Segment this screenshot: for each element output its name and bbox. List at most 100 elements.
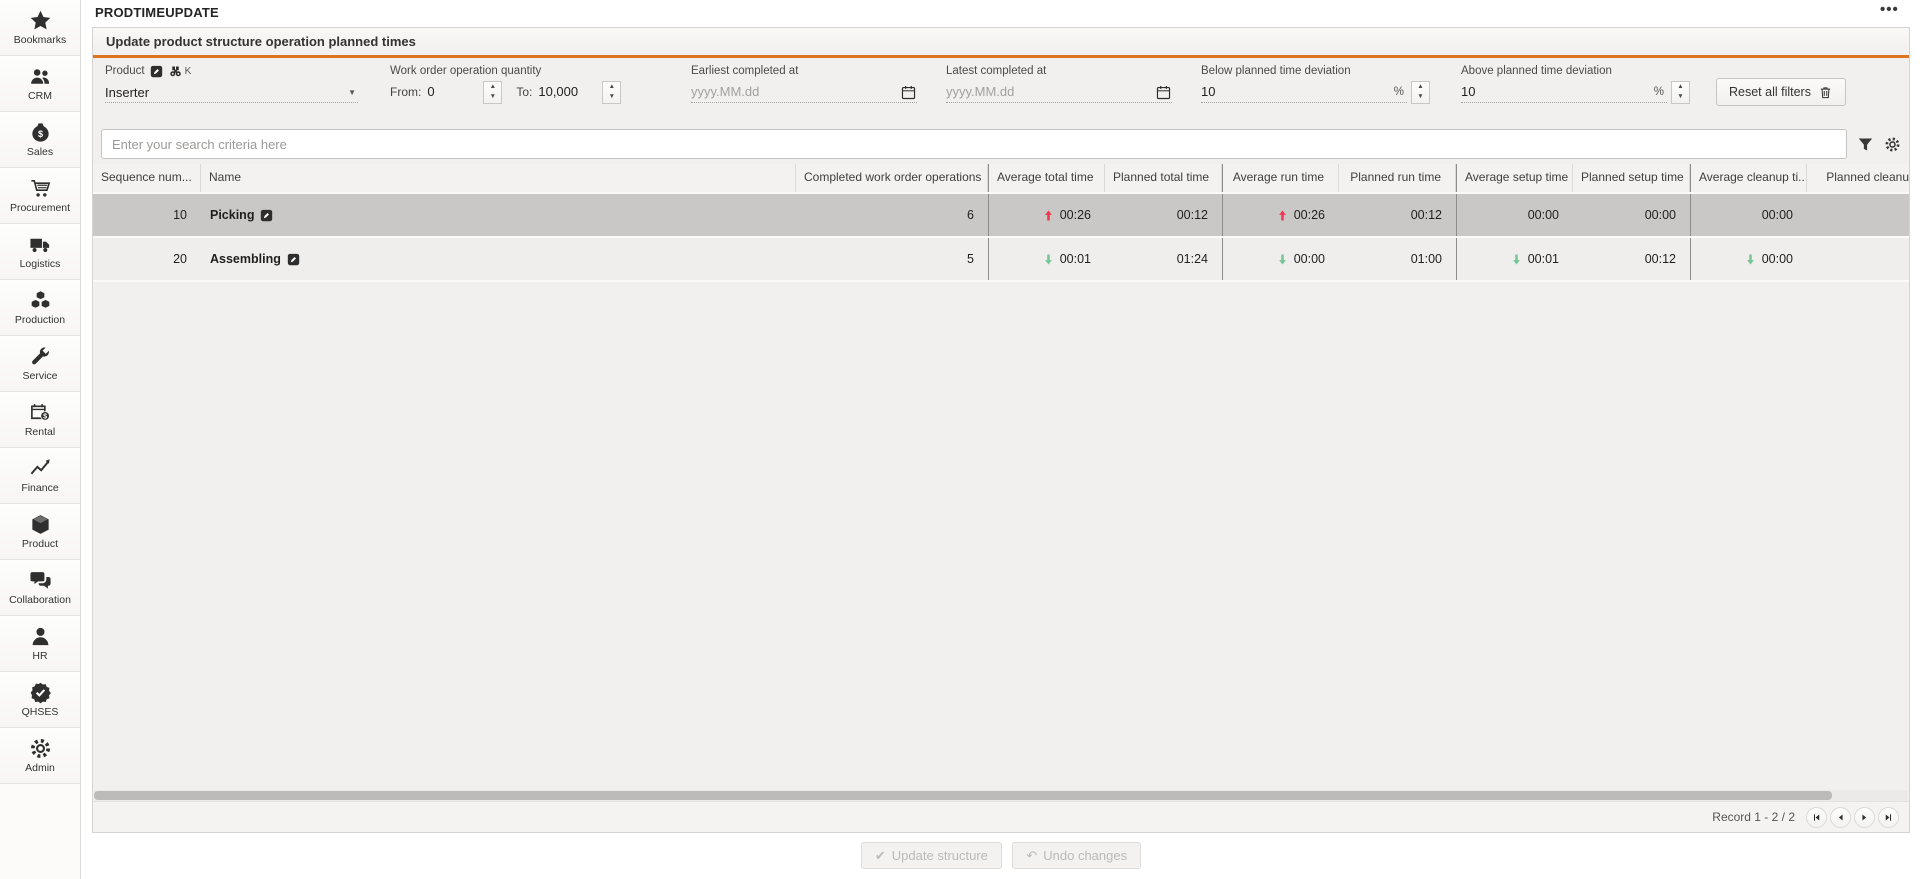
svg-text:$: $ xyxy=(43,413,47,421)
column-header[interactable]: Average cleanup ti... xyxy=(1690,164,1807,192)
sidebar-item-bookmarks[interactable]: Bookmarks xyxy=(0,0,80,56)
sidebar-item-qhses[interactable]: QHSES xyxy=(0,672,80,728)
column-header[interactable]: Name xyxy=(201,164,796,192)
sidebar-item-finance[interactable]: Finance xyxy=(0,448,80,504)
chart-line-icon xyxy=(29,457,52,480)
sidebar-item-hr[interactable]: HR xyxy=(0,616,80,672)
panel-title: Update product structure operation plann… xyxy=(93,28,1909,58)
column-header[interactable]: Planned total time xyxy=(1105,164,1222,192)
column-header[interactable]: Average total time xyxy=(988,164,1105,192)
table-settings-gear-icon[interactable] xyxy=(1884,136,1901,153)
quantity-from-input[interactable] xyxy=(427,84,480,100)
table-row[interactable]: 20 Assembling 5 00:01 01:24 00:00 01:00 00:01 00… xyxy=(93,238,1909,282)
undo-icon: ↶ xyxy=(1026,848,1038,863)
table-body: 10 Picking 6 00:26 00:12 00:26 00:12 00:00 00:00… xyxy=(93,194,1909,282)
cube-icon xyxy=(29,513,52,536)
column-header[interactable]: Average run time xyxy=(1222,164,1339,192)
page-last-button[interactable] xyxy=(1878,806,1899,828)
filter-funnel-icon[interactable] xyxy=(1857,136,1874,153)
calendar-icon[interactable] xyxy=(900,84,917,101)
sidebar-item-product[interactable]: Product xyxy=(0,504,80,560)
sidebar-item-production[interactable]: Production xyxy=(0,280,80,336)
trend-down-icon xyxy=(1744,253,1757,266)
page-last-icon xyxy=(1883,812,1894,823)
gear-icon xyxy=(29,737,52,760)
above-deviation-stepper[interactable]: ▲ ▼ xyxy=(1671,80,1690,104)
wrench-icon xyxy=(29,345,52,368)
badge-check-icon xyxy=(29,681,52,704)
quantity-from-stepper[interactable]: ▲ ▼ xyxy=(483,80,503,104)
table-cell: 00:26 xyxy=(988,194,1105,236)
column-header[interactable]: Completed work order operations xyxy=(796,164,988,192)
find-icon[interactable] xyxy=(168,64,183,79)
product-select[interactable]: Inserter ▼ xyxy=(105,82,358,103)
horizontal-scrollbar-thumb[interactable] xyxy=(94,791,1832,800)
trend-up-icon xyxy=(1042,209,1055,222)
edit-icon[interactable] xyxy=(260,209,273,222)
quantity-to-input[interactable] xyxy=(538,84,599,100)
below-deviation-stepper[interactable]: ▲ ▼ xyxy=(1411,80,1430,104)
page-title: PRODTIMEUPDATE xyxy=(95,5,219,20)
trend-down-icon xyxy=(1042,253,1055,266)
column-header[interactable]: Planned cleanu xyxy=(1807,164,1909,192)
edit-icon[interactable] xyxy=(150,65,163,78)
product-filter: Product K Inserter ▼ xyxy=(105,64,377,103)
column-header[interactable]: Planned run time xyxy=(1339,164,1456,192)
page-next-icon xyxy=(1859,812,1870,823)
shortcut-key: K xyxy=(184,65,192,77)
search-row xyxy=(101,129,1901,159)
calendar-icon[interactable] xyxy=(1155,84,1172,101)
sidebar-item-collaboration[interactable]: Collaboration xyxy=(0,560,80,616)
latest-date-input[interactable] xyxy=(946,84,1122,100)
edit-icon[interactable] xyxy=(287,253,300,266)
table-cell: Assembling xyxy=(201,238,796,280)
table-cell: 01:24 xyxy=(1176,252,1208,266)
column-header[interactable]: Sequence num... xyxy=(93,164,201,192)
table-cell: 00:12 xyxy=(1176,208,1208,222)
update-structure-button[interactable]: ✔ Update structure xyxy=(860,842,1002,869)
money-bag-icon: $ xyxy=(29,121,52,144)
page-next-button[interactable] xyxy=(1854,806,1875,828)
sidebar-item-admin[interactable]: Admin xyxy=(0,728,80,784)
above-deviation-label: Above planned time deviation xyxy=(1461,65,1612,77)
percent-label: % xyxy=(1393,85,1404,98)
product-select-value: Inserter xyxy=(105,84,150,100)
page-first-button[interactable] xyxy=(1806,806,1827,828)
column-header[interactable]: Average setup time xyxy=(1456,164,1573,192)
trend-down-icon xyxy=(1510,253,1523,266)
below-deviation-filter: Below planned time deviation % ▲▼ xyxy=(1201,64,1453,104)
filter-bar: Product K Inserter ▼ Work order operatio… xyxy=(93,60,1909,128)
table-cell: 00:00 xyxy=(1644,208,1676,222)
earliest-completed-filter: Earliest completed at xyxy=(691,64,933,103)
results-table: Sequence num... Name Completed work order … xyxy=(93,164,1909,282)
quantity-filter: Work order operation quantity From: ▲▼ T… xyxy=(390,64,686,104)
sidebar-item-sales[interactable]: $ Sales xyxy=(0,112,80,168)
sidebar-item-rental[interactable]: $ Rental xyxy=(0,392,80,448)
sidebar: Bookmarks CRM $ Sales Procurement Logist… xyxy=(0,0,81,879)
page-prev-icon xyxy=(1835,812,1846,823)
table-cell xyxy=(1807,194,1909,236)
table-cell: 00:01 xyxy=(988,238,1105,280)
record-counter: Record 1 - 2 / 2 xyxy=(1712,810,1795,824)
undo-changes-button[interactable]: ↶ Undo changes xyxy=(1012,842,1142,869)
table-cell: 00:00 xyxy=(1456,194,1573,236)
quantity-to-stepper[interactable]: ▲ ▼ xyxy=(602,80,622,104)
above-deviation-input[interactable] xyxy=(1461,83,1513,100)
window-menu-icon[interactable]: ••• xyxy=(1880,1,1899,18)
below-deviation-label: Below planned time deviation xyxy=(1201,65,1351,77)
check-icon: ✔ xyxy=(874,848,886,863)
trend-down-icon xyxy=(1276,253,1289,266)
column-header[interactable]: Planned setup time xyxy=(1573,164,1690,192)
sidebar-item-crm[interactable]: CRM xyxy=(0,56,80,112)
below-deviation-input[interactable] xyxy=(1201,83,1253,100)
truck-icon xyxy=(29,233,52,256)
page-prev-button[interactable] xyxy=(1830,806,1851,828)
search-input[interactable] xyxy=(101,129,1848,159)
sidebar-item-procurement[interactable]: Procurement xyxy=(0,168,80,224)
trend-up-icon xyxy=(1276,209,1289,222)
earliest-date-input[interactable] xyxy=(691,84,867,100)
sidebar-item-logistics[interactable]: Logistics xyxy=(0,224,80,280)
reset-filters-button[interactable]: Reset all filters xyxy=(1716,78,1846,106)
table-row[interactable]: 10 Picking 6 00:26 00:12 00:26 00:12 00:00 00:00… xyxy=(93,194,1909,238)
sidebar-item-service[interactable]: Service xyxy=(0,336,80,392)
